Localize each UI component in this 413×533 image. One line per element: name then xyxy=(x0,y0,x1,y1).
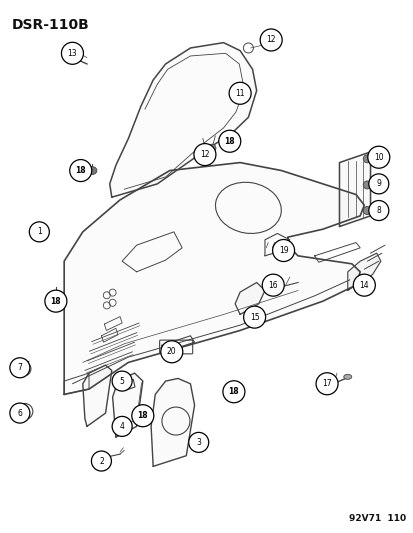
Polygon shape xyxy=(64,163,363,394)
Polygon shape xyxy=(151,378,194,466)
Circle shape xyxy=(362,181,370,189)
Text: 12: 12 xyxy=(266,36,275,44)
Polygon shape xyxy=(339,152,370,227)
Polygon shape xyxy=(112,373,142,437)
Text: 18: 18 xyxy=(224,137,235,146)
Text: 10: 10 xyxy=(373,153,383,161)
Circle shape xyxy=(21,407,29,416)
Circle shape xyxy=(10,403,30,423)
Circle shape xyxy=(202,148,210,156)
Text: 18: 18 xyxy=(137,411,148,420)
Polygon shape xyxy=(109,43,256,197)
Circle shape xyxy=(131,405,154,427)
Text: 92V71  110: 92V71 110 xyxy=(348,514,405,523)
Circle shape xyxy=(315,373,337,395)
Circle shape xyxy=(368,174,388,194)
Ellipse shape xyxy=(49,298,63,308)
Ellipse shape xyxy=(76,166,86,175)
Circle shape xyxy=(272,239,294,262)
Circle shape xyxy=(362,206,370,215)
Polygon shape xyxy=(83,365,112,426)
Text: 18: 18 xyxy=(228,387,239,396)
Circle shape xyxy=(362,155,370,163)
Polygon shape xyxy=(347,253,380,290)
Circle shape xyxy=(160,341,183,363)
Text: 3: 3 xyxy=(196,438,201,447)
Text: 11: 11 xyxy=(235,89,244,98)
Circle shape xyxy=(188,432,208,453)
Text: 14: 14 xyxy=(358,281,368,289)
Text: 15: 15 xyxy=(249,313,259,321)
Text: 12: 12 xyxy=(200,150,209,159)
Text: 13: 13 xyxy=(67,49,77,58)
Text: 1: 1 xyxy=(37,228,42,236)
Circle shape xyxy=(222,381,244,403)
Circle shape xyxy=(259,29,282,51)
Circle shape xyxy=(367,146,389,168)
Text: 8: 8 xyxy=(375,206,380,215)
Ellipse shape xyxy=(225,386,241,398)
Ellipse shape xyxy=(343,374,351,379)
Text: 5: 5 xyxy=(119,377,124,385)
Text: 2: 2 xyxy=(99,457,104,465)
Text: 6: 6 xyxy=(17,409,22,417)
Ellipse shape xyxy=(222,138,236,148)
Circle shape xyxy=(61,42,83,64)
Text: 18: 18 xyxy=(75,166,86,175)
Circle shape xyxy=(29,222,49,242)
Text: 7: 7 xyxy=(17,364,22,372)
Circle shape xyxy=(352,274,375,296)
Ellipse shape xyxy=(87,166,97,175)
Circle shape xyxy=(368,200,388,221)
Circle shape xyxy=(243,306,265,328)
Circle shape xyxy=(207,144,216,152)
Circle shape xyxy=(21,365,27,373)
Text: 9: 9 xyxy=(375,180,380,188)
Circle shape xyxy=(228,82,251,104)
Text: 20: 20 xyxy=(166,348,176,356)
Circle shape xyxy=(112,371,132,391)
Circle shape xyxy=(218,130,240,152)
Text: 16: 16 xyxy=(268,281,278,289)
Text: DSR-110B: DSR-110B xyxy=(12,18,90,32)
Polygon shape xyxy=(235,282,264,314)
Text: 17: 17 xyxy=(321,379,331,388)
Circle shape xyxy=(261,274,284,296)
Circle shape xyxy=(69,159,92,182)
Text: 18: 18 xyxy=(50,297,61,305)
Circle shape xyxy=(193,143,216,166)
Text: 19: 19 xyxy=(278,246,288,255)
Circle shape xyxy=(91,451,111,471)
Text: 4: 4 xyxy=(119,422,124,431)
Circle shape xyxy=(45,290,67,312)
Circle shape xyxy=(112,416,132,437)
Ellipse shape xyxy=(135,407,150,419)
Circle shape xyxy=(10,358,30,378)
